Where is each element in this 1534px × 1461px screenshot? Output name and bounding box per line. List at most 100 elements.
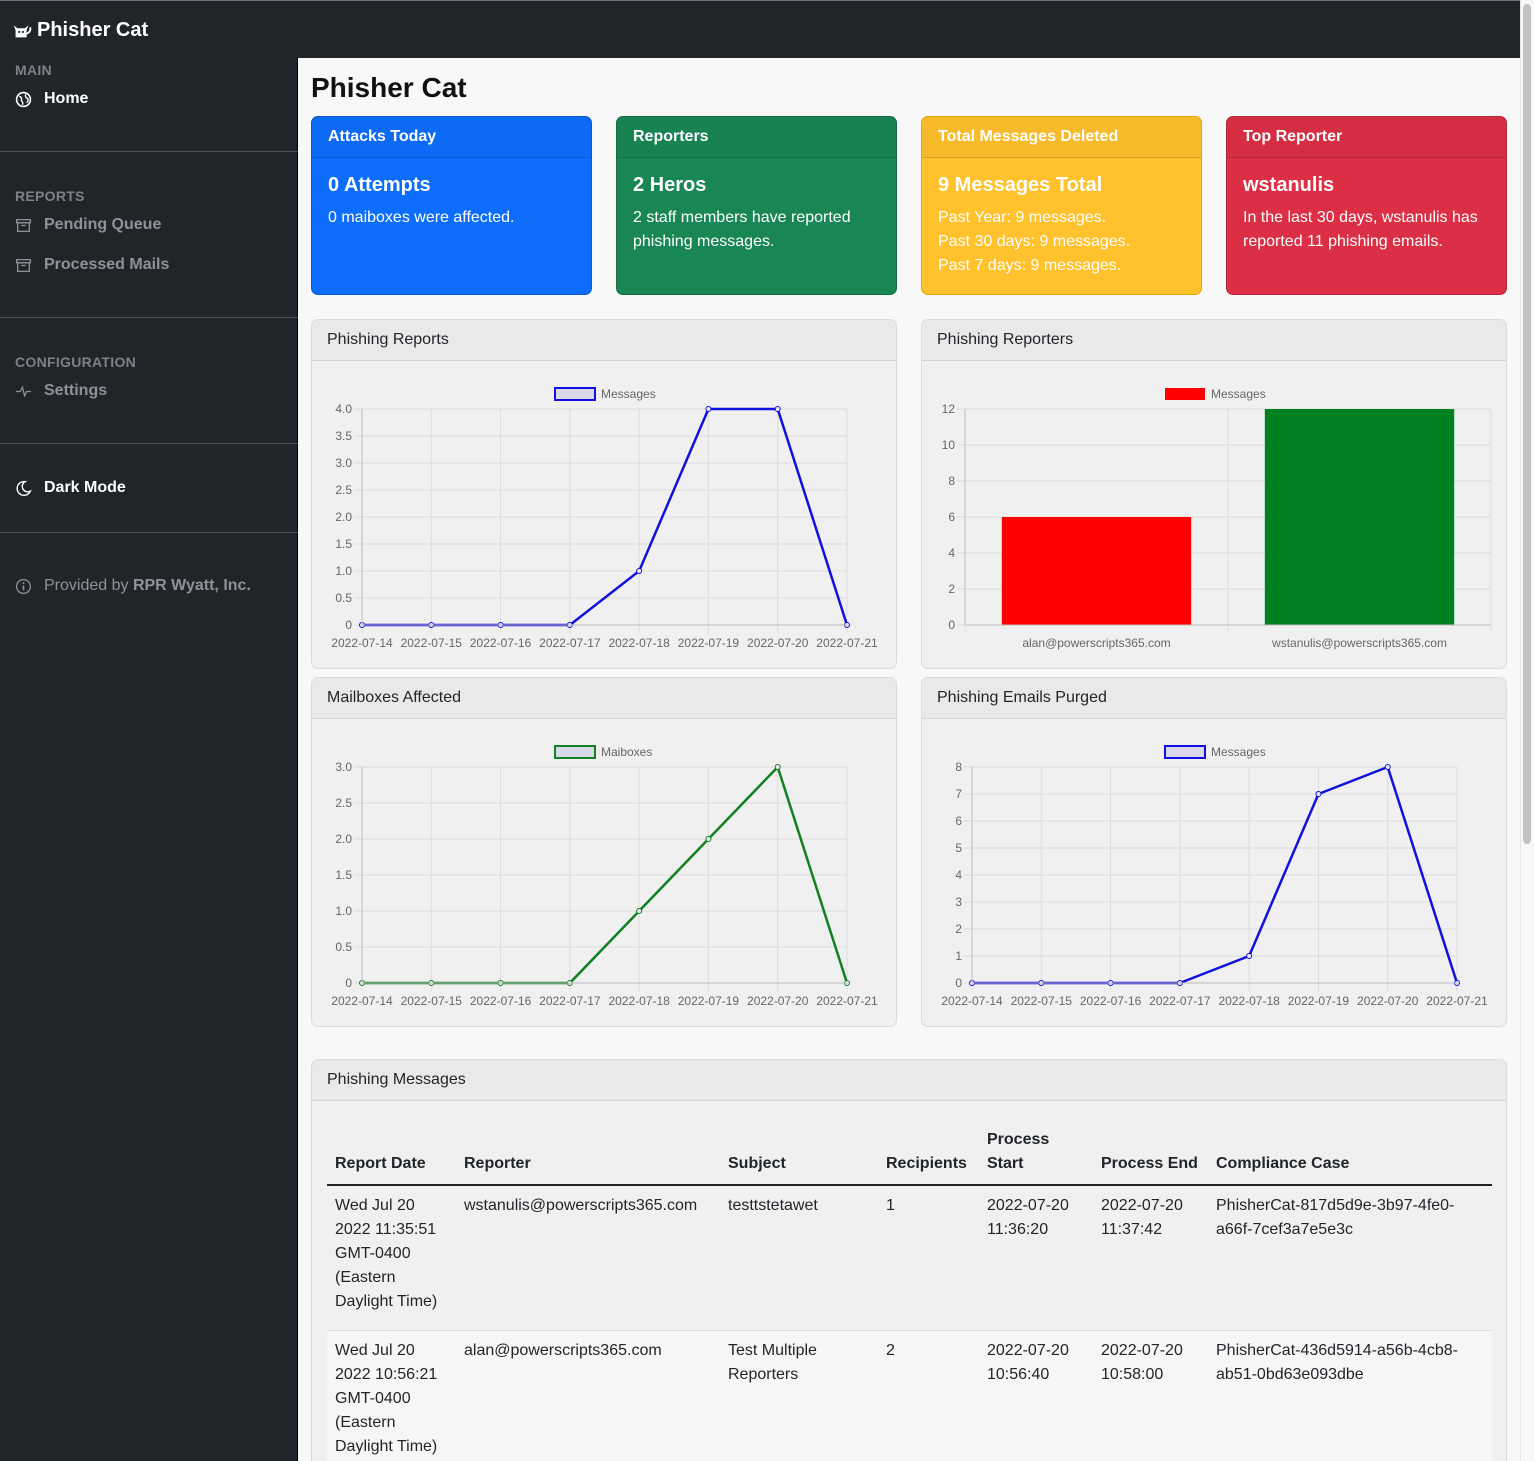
sidebar-item-settings[interactable]: Settings	[15, 382, 107, 400]
x-tick-label: 2022-07-15	[1011, 994, 1073, 1008]
dark-mode-toggle[interactable]: Dark Mode	[15, 479, 126, 497]
provided-by: Provided by RPR Wyatt, Inc.	[15, 577, 251, 595]
y-tick-label: 3.5	[335, 429, 352, 443]
globe-icon	[15, 91, 32, 107]
y-tick-label: 0	[345, 976, 352, 990]
data-point	[1246, 953, 1253, 959]
y-tick-label: 5	[955, 841, 962, 855]
column-header[interactable]: Recipients	[878, 1124, 979, 1186]
x-tick-label: 2022-07-21	[816, 994, 878, 1008]
card-text-past-7-days: Past 7 days: 9 messages.	[938, 257, 1122, 274]
column-header[interactable]: Subject	[720, 1124, 878, 1186]
panel-header: Phishing Reports	[312, 320, 896, 361]
data-point	[1315, 791, 1322, 797]
table-row[interactable]: Wed Jul 20 2022 11:35:51 GMT-0400 (Easte…	[327, 1185, 1492, 1331]
card-text-past-year: Past Year: 9 messages.	[938, 209, 1107, 226]
card-title: 9 Messages Total	[938, 174, 1103, 196]
card-title: 2 Heros	[633, 174, 707, 196]
y-tick-label: 2.0	[335, 832, 352, 846]
card-reporters: Reporters 2 Heros 2 staff members have r…	[616, 116, 897, 295]
card-attacks-today: Attacks Today 0 Attempts 0 maiboxes were…	[311, 116, 592, 295]
sidebar-item-label: Settings	[44, 382, 108, 399]
cell-subject: Test Multiple Reporters	[720, 1330, 878, 1461]
vertical-scrollbar[interactable]	[1520, 0, 1534, 1461]
y-tick-label: 7	[955, 787, 962, 801]
x-tick-label: 2022-07-17	[539, 636, 601, 650]
cell-reporter: alan@powerscripts365.com	[456, 1330, 720, 1461]
y-tick-label: 0	[955, 976, 962, 990]
y-tick-label: 2	[955, 922, 962, 936]
y-tick-label: 1.5	[335, 868, 352, 882]
y-tick-label: 8	[948, 474, 955, 488]
x-tick-label: 2022-07-18	[1218, 994, 1280, 1008]
cell-process-end: 2022-07-20 10:58:00	[1093, 1330, 1208, 1461]
emails-purged-chart: Messages 0 1 2 3 4 5 6 7 8 2022-07-14 2022-07-15 202…	[941, 745, 1488, 1008]
sidebar-item-home[interactable]: Home	[15, 90, 88, 108]
panel-header: Mailboxes Affected	[312, 678, 896, 719]
card-header: Attacks Today	[312, 117, 591, 158]
column-header[interactable]: Process Start	[979, 1124, 1093, 1186]
sidebar-divider	[0, 532, 298, 533]
legend-swatch	[554, 387, 596, 401]
y-tick-label: 2.0	[335, 510, 352, 524]
legend-swatch	[554, 745, 596, 759]
legend-label: Maiboxes	[601, 745, 652, 759]
sidebar-item-label: Processed Mails	[44, 256, 170, 273]
brand-name: Phisher Cat	[37, 19, 149, 41]
data-point	[636, 908, 643, 914]
cell-compliance-case: PhisherCat-817d5d9e-3b97-4fe0-a66f-7cef3…	[1208, 1185, 1492, 1331]
sidebar-heading-reports: REPORTS	[15, 188, 85, 204]
x-tick-label: alan@powerscripts365.com	[1022, 636, 1170, 650]
sidebar-divider	[0, 317, 298, 318]
card-header: Reporters	[617, 117, 896, 158]
panel-phishing-reports: Phishing Reports Messages 0 0.5 1.0 1.5 2.0 2.…	[311, 319, 897, 669]
x-tick-label: 2022-07-16	[470, 994, 532, 1008]
y-tick-label: 0.5	[335, 591, 352, 605]
x-tick-label: 2022-07-18	[608, 636, 670, 650]
cell-report-date: Wed Jul 20 2022 10:56:21 GMT-0400 (Easte…	[327, 1330, 456, 1461]
y-tick-label: 8	[955, 760, 962, 774]
legend-label: Messages	[1211, 745, 1266, 759]
table-row[interactable]: Wed Jul 20 2022 10:56:21 GMT-0400 (Easte…	[327, 1330, 1492, 1461]
sidebar-heading-configuration: CONFIGURATION	[15, 354, 137, 370]
top-navbar: Phisher Cat	[0, 0, 1520, 58]
y-tick-label: 0.5	[335, 940, 352, 954]
x-tick-label: 2022-07-17	[539, 994, 601, 1008]
x-tick-label: wstanulis@powerscripts365.com	[1271, 636, 1447, 650]
column-header[interactable]: Compliance Case	[1208, 1124, 1492, 1186]
card-header: Total Messages Deleted	[922, 117, 1201, 158]
sidebar-item-pending-queue[interactable]: Pending Queue	[15, 216, 161, 234]
y-tick-label: 0	[948, 618, 955, 632]
x-tick-label: 2022-07-20	[747, 636, 809, 650]
sidebar-item-processed-mails[interactable]: Processed Mails	[15, 256, 169, 274]
x-tick-label: 2022-07-20	[1357, 994, 1419, 1008]
x-tick-label: 2022-07-16	[470, 636, 532, 650]
legend-label: Messages	[1211, 387, 1266, 401]
info-icon	[15, 578, 32, 594]
panel-phishing-reporters: Phishing Reporters Messages 0 2 4 6 8 10 12 alan…	[921, 319, 1507, 669]
legend-swatch	[1165, 388, 1205, 400]
activity-icon	[16, 384, 31, 398]
cat-logo-icon	[13, 25, 32, 37]
data-point	[1384, 764, 1391, 770]
column-header[interactable]: Report Date	[327, 1124, 456, 1186]
y-tick-label: 4	[948, 546, 955, 560]
scrollbar-thumb[interactable]	[1523, 4, 1531, 844]
legend-swatch	[1164, 745, 1206, 759]
cell-reporter: wstanulis@powerscripts365.com	[456, 1185, 720, 1331]
phishing-messages-table: Report Date Reporter Subject Recipients …	[327, 1124, 1492, 1461]
y-tick-label: 1.0	[335, 564, 352, 578]
cell-recipients: 1	[878, 1185, 979, 1331]
brand-link[interactable]: Phisher Cat	[11, 19, 148, 42]
cell-compliance-case: PhisherCat-436d5914-a56b-4cb8-ab51-0bd63…	[1208, 1330, 1492, 1461]
panel-phishing-emails-purged: Phishing Emails Purged Messages 0 1 2 3 4 5 6 7 8…	[921, 677, 1507, 1027]
column-header[interactable]: Process End	[1093, 1124, 1208, 1186]
mailboxes-affected-chart: Maiboxes 0 0.5 1.0 1.5 2.0 2.5 3.0 2022-07-14 202…	[331, 745, 878, 1008]
panel-header: Phishing Messages	[312, 1060, 1506, 1101]
bar	[1001, 517, 1192, 625]
card-text-past-30-days: Past 30 days: 9 messages.	[938, 233, 1131, 250]
column-header[interactable]: Reporter	[456, 1124, 720, 1186]
cell-process-start: 2022-07-20 10:56:40	[979, 1330, 1093, 1461]
sidebar-divider	[0, 151, 298, 152]
x-tick-label: 2022-07-19	[678, 994, 740, 1008]
